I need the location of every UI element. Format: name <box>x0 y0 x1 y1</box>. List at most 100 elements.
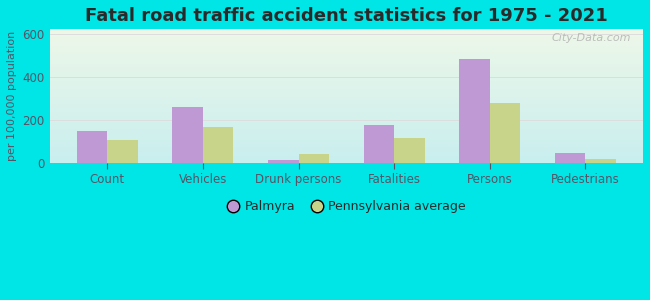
Bar <box>49 33 643 34</box>
Bar <box>49 107 643 108</box>
Bar <box>49 85 643 86</box>
Bar <box>49 158 643 159</box>
Bar <box>298 154 329 163</box>
Bar <box>49 152 643 153</box>
Bar <box>49 90 643 91</box>
Bar <box>49 124 643 125</box>
Bar <box>49 87 643 88</box>
Bar <box>49 117 643 118</box>
Bar <box>49 53 643 54</box>
Bar <box>49 108 643 109</box>
Bar <box>49 134 643 135</box>
Bar <box>49 35 643 36</box>
Bar <box>49 112 643 113</box>
Bar <box>49 30 643 31</box>
Bar <box>49 86 643 87</box>
Bar <box>49 57 643 58</box>
Bar <box>49 83 643 84</box>
Bar <box>49 126 643 127</box>
Bar <box>49 122 643 123</box>
Bar <box>49 71 643 72</box>
Bar <box>49 130 643 131</box>
Bar <box>49 98 643 99</box>
Bar <box>49 65 643 66</box>
Bar <box>49 128 643 129</box>
Bar <box>49 151 643 152</box>
Bar <box>49 80 643 81</box>
Bar <box>49 154 643 155</box>
Bar <box>49 41 643 42</box>
Bar <box>49 96 643 97</box>
Bar <box>49 146 643 147</box>
Bar <box>49 81 643 82</box>
Bar <box>49 131 643 132</box>
Bar <box>49 145 643 146</box>
Bar <box>49 162 643 163</box>
Bar <box>49 84 643 85</box>
Bar <box>49 45 643 46</box>
Bar <box>49 40 643 41</box>
Bar <box>49 58 643 59</box>
Bar <box>49 160 643 161</box>
Bar <box>203 127 233 163</box>
Bar <box>49 121 643 122</box>
Bar <box>49 40 643 41</box>
Bar <box>49 46 643 47</box>
Bar <box>394 138 424 163</box>
Bar <box>49 157 643 158</box>
Bar <box>49 114 643 115</box>
Bar <box>49 136 643 137</box>
Bar <box>49 70 643 71</box>
Bar <box>49 50 643 51</box>
Bar <box>49 64 643 65</box>
Bar <box>49 88 643 89</box>
Bar <box>49 104 643 105</box>
Bar <box>49 120 643 121</box>
Bar <box>49 118 643 119</box>
Bar <box>49 68 643 69</box>
Bar <box>49 142 643 143</box>
Bar <box>49 63 643 64</box>
Bar <box>49 125 643 126</box>
Bar <box>49 29 643 30</box>
Bar <box>49 78 643 79</box>
Bar <box>49 132 643 133</box>
Bar <box>49 66 643 67</box>
Bar <box>49 148 643 149</box>
Legend: Palmyra, Pennsylvania average: Palmyra, Pennsylvania average <box>222 195 471 218</box>
Bar <box>49 159 643 160</box>
Bar <box>49 155 643 156</box>
Bar <box>49 61 643 62</box>
Bar <box>555 153 586 163</box>
Bar <box>49 156 643 157</box>
Bar <box>49 42 643 43</box>
Y-axis label: per 100,000 population: per 100,000 population <box>7 31 17 161</box>
Bar <box>49 39 643 40</box>
Bar <box>49 119 643 120</box>
Bar <box>49 140 643 141</box>
Bar <box>49 97 643 98</box>
Bar <box>363 125 394 163</box>
Bar <box>49 138 643 139</box>
Bar <box>49 111 643 112</box>
Bar <box>49 123 643 124</box>
Bar <box>490 103 521 163</box>
Bar <box>172 106 203 163</box>
Bar <box>49 153 643 154</box>
Bar <box>49 74 643 75</box>
Bar <box>49 51 643 52</box>
Bar <box>49 103 643 104</box>
Bar <box>49 55 643 56</box>
Bar <box>49 52 643 53</box>
Bar <box>49 115 643 116</box>
Bar <box>49 54 643 55</box>
Bar <box>49 116 643 117</box>
Bar <box>49 135 643 136</box>
Bar <box>49 49 643 50</box>
Bar <box>49 93 643 94</box>
Bar <box>49 150 643 151</box>
Bar <box>268 160 298 163</box>
Bar <box>49 48 643 49</box>
Bar <box>49 60 643 61</box>
Bar <box>49 113 643 114</box>
